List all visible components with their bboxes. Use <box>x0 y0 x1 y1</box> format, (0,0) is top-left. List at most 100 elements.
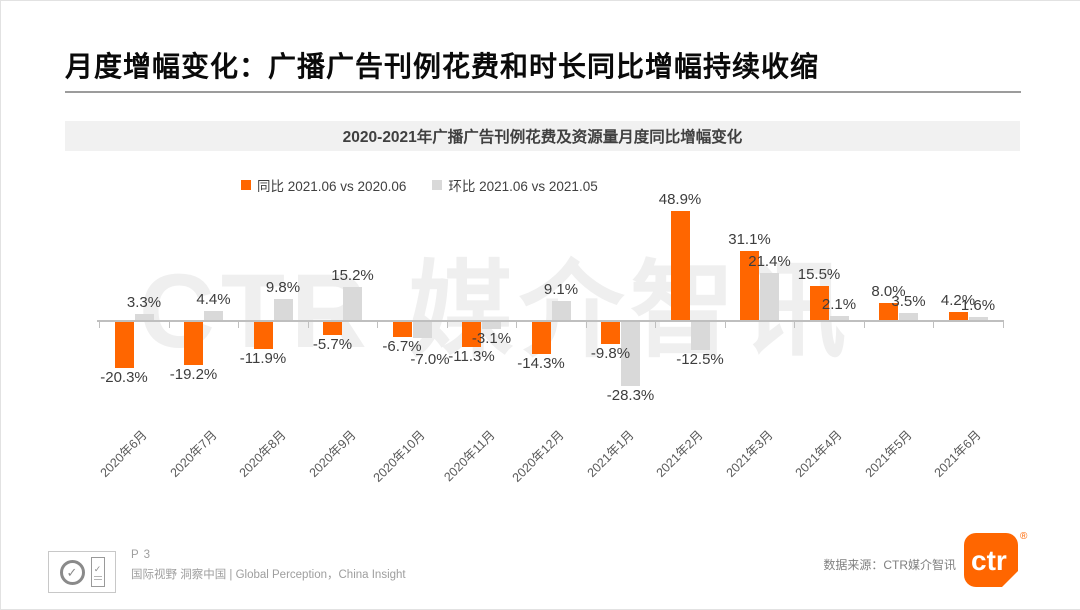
bar-yoy <box>114 322 134 368</box>
bar-mom <box>968 317 988 321</box>
x-axis-label: 2020年12月 <box>509 427 567 485</box>
bar-yoy <box>670 210 690 321</box>
x-axis-label: 2020年9月 <box>306 427 359 480</box>
axis-tick <box>863 322 865 328</box>
bar-yoy <box>601 322 620 345</box>
axis-tick <box>377 322 379 328</box>
bar-yoy <box>740 251 759 321</box>
bar-yoy <box>462 322 481 348</box>
axis-tick <box>168 322 170 328</box>
bar-mom <box>134 313 154 321</box>
x-axis-line <box>97 320 1004 322</box>
bar-value-label: -7.0% <box>410 350 450 368</box>
bar-yoy <box>323 322 342 335</box>
x-axis-label: 2020年8月 <box>236 427 289 480</box>
svg-text:ctr: ctr <box>971 545 1007 576</box>
bar-value-label: 31.1% <box>728 231 771 249</box>
bar-mom <box>760 272 779 321</box>
x-axis-label: 2020年11月 <box>440 427 498 485</box>
bar-value-label: -11.9% <box>239 349 287 367</box>
x-axis-label: 2020年6月 <box>97 427 150 480</box>
bar-mom <box>412 322 432 338</box>
footer-tagline: 国际视野 洞察中国 | Global Perception，China Insi… <box>131 569 406 581</box>
axis-tick <box>238 322 240 328</box>
bar-value-label: 9.8% <box>265 278 301 296</box>
bar-mom <box>829 316 849 321</box>
x-axis-label: 2021年5月 <box>862 427 915 480</box>
sgs-certification-icon: ✓ <box>59 559 85 585</box>
x-axis-label: 2021年2月 <box>653 427 706 480</box>
bar-yoy <box>392 322 412 338</box>
registered-trademark-icon: ® <box>1020 531 1028 542</box>
bar-mom <box>482 322 501 329</box>
bar-yoy <box>879 303 898 321</box>
bar-yoy <box>253 322 273 349</box>
quality-badge-icon: ✓ <box>90 557 105 587</box>
bar-value-label: 3.3% <box>126 293 162 311</box>
ctr-logo-icon: ctr <box>964 533 1018 587</box>
bar-yoy <box>948 311 968 321</box>
bar-value-label: -14.3% <box>517 355 565 373</box>
bar-value-label: 1.6% <box>960 297 996 315</box>
x-axis-label: 2020年7月 <box>167 427 220 480</box>
axis-tick <box>933 322 935 328</box>
bar-value-label: -19.2% <box>169 366 218 384</box>
x-axis-label: 2020年10月 <box>370 427 428 485</box>
axis-tick <box>516 322 518 328</box>
bar-value-label: -9.8% <box>590 345 631 363</box>
bar-value-label: 48.9% <box>658 190 702 208</box>
bar-mom <box>273 298 293 321</box>
title-underline <box>65 91 1021 93</box>
x-axis-label: 2021年3月 <box>723 427 776 480</box>
axis-tick <box>1002 322 1004 328</box>
legend-swatch-icon <box>432 180 443 190</box>
bar-value-label: 8.0% <box>871 283 906 300</box>
bar-value-label: 3.5% <box>891 293 926 311</box>
legend-item: 同比 2021.06 vs 2020.06 <box>241 175 406 195</box>
axis-tick <box>99 322 101 328</box>
axis-tick <box>585 322 587 328</box>
legend-label: 同比 2021.06 vs 2020.06 <box>257 179 407 194</box>
chart-title-strip: 2020-2021年广播广告刊例花费及资源量月度同比增幅变化 <box>65 121 1020 151</box>
bar-mom <box>343 286 362 321</box>
x-axis-label: 2021年4月 <box>792 427 845 480</box>
bar-yoy <box>184 322 203 366</box>
legend-label: 环比 2021.06 vs 2021.05 <box>448 179 598 194</box>
data-source: 数据来源：CTR媒介智讯 <box>823 558 956 572</box>
chart-title: 2020-2021年广播广告刊例花费及资源量月度同比增幅变化 <box>342 129 743 146</box>
bar-value-label: -11.3% <box>448 348 495 366</box>
bar-value-label: -6.7% <box>382 338 422 356</box>
x-axis-label: 2021年1月 <box>584 427 637 480</box>
bar-value-label: 21.4% <box>748 252 791 270</box>
bar-value-label: 15.5% <box>797 266 841 284</box>
bar-mom <box>899 313 918 321</box>
bar-value-label: 4.4% <box>196 291 231 309</box>
bar-mom <box>551 300 571 321</box>
bar-value-label: -12.5% <box>676 351 724 369</box>
bar-value-label: 4.2% <box>940 291 976 309</box>
chart-legend: 同比 2021.06 vs 2020.06 环比 2021.06 vs 2021.… <box>241 175 598 195</box>
bar-yoy <box>809 286 829 321</box>
axis-tick <box>307 322 309 328</box>
legend-item: 环比 2021.06 vs 2021.05 <box>432 175 598 195</box>
bar-value-label: 2.1% <box>821 296 857 314</box>
axis-tick <box>794 322 796 328</box>
axis-tick <box>446 322 448 328</box>
page-title: 月度增幅变化：广播广告刊例花费和时长同比增幅持续收缩 <box>65 51 820 82</box>
bar-value-label: -20.3% <box>100 368 148 386</box>
bar-yoy <box>531 322 551 355</box>
bar-value-label: -5.7% <box>312 335 353 353</box>
bar-value-label: 9.1% <box>543 280 579 298</box>
bar-mom <box>621 322 640 386</box>
x-axis-label: 2021年6月 <box>931 427 984 480</box>
bar-mom <box>690 322 710 351</box>
bar-value-label: -3.1% <box>471 329 512 347</box>
page-number: P 3 <box>131 549 152 561</box>
certification-icons: ✓ ✓ <box>48 551 116 593</box>
legend-swatch-icon <box>241 180 251 190</box>
bar-value-label: -28.3% <box>606 386 655 404</box>
axis-tick <box>724 322 726 328</box>
axis-tick <box>655 322 657 328</box>
